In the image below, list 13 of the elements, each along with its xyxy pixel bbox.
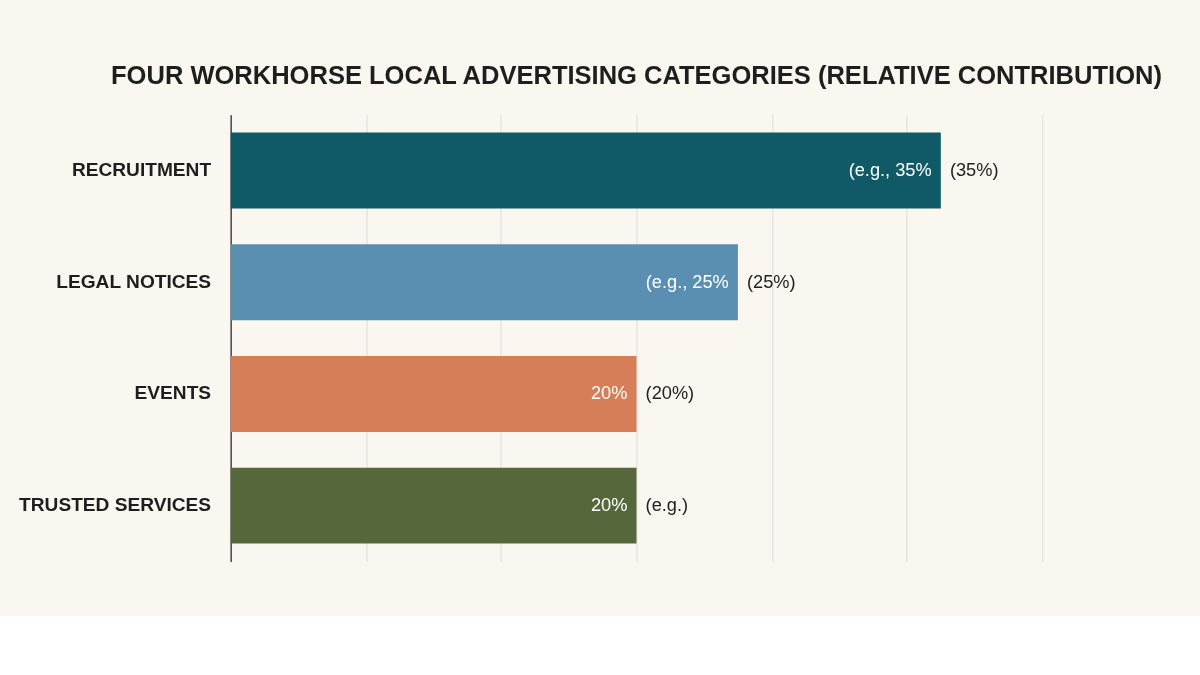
data-label: (e.g., 35% bbox=[848, 159, 932, 181]
data-label: 20% bbox=[590, 494, 628, 516]
annotation: (25%) bbox=[747, 270, 796, 292]
y-tick-label: LEGAL NOTICES bbox=[56, 270, 212, 292]
y-tick-label: TRUSTED SERVICES bbox=[19, 494, 212, 516]
annotation: (e.g.) bbox=[645, 494, 689, 516]
annotation: (20%) bbox=[645, 382, 695, 404]
data-label: 20% bbox=[590, 382, 628, 404]
chart-title: FOUR WORKHORSE LOCAL ADVERTISING CATEGORIES (RELATIVE CONTRIBUTION) bbox=[111, 60, 1162, 89]
annotation: (35%) bbox=[949, 159, 999, 181]
y-tick-label: RECRUITMENT bbox=[71, 159, 212, 181]
y-tick-label: EVENTS bbox=[134, 382, 212, 404]
data-label: (e.g., 25% bbox=[645, 270, 729, 292]
